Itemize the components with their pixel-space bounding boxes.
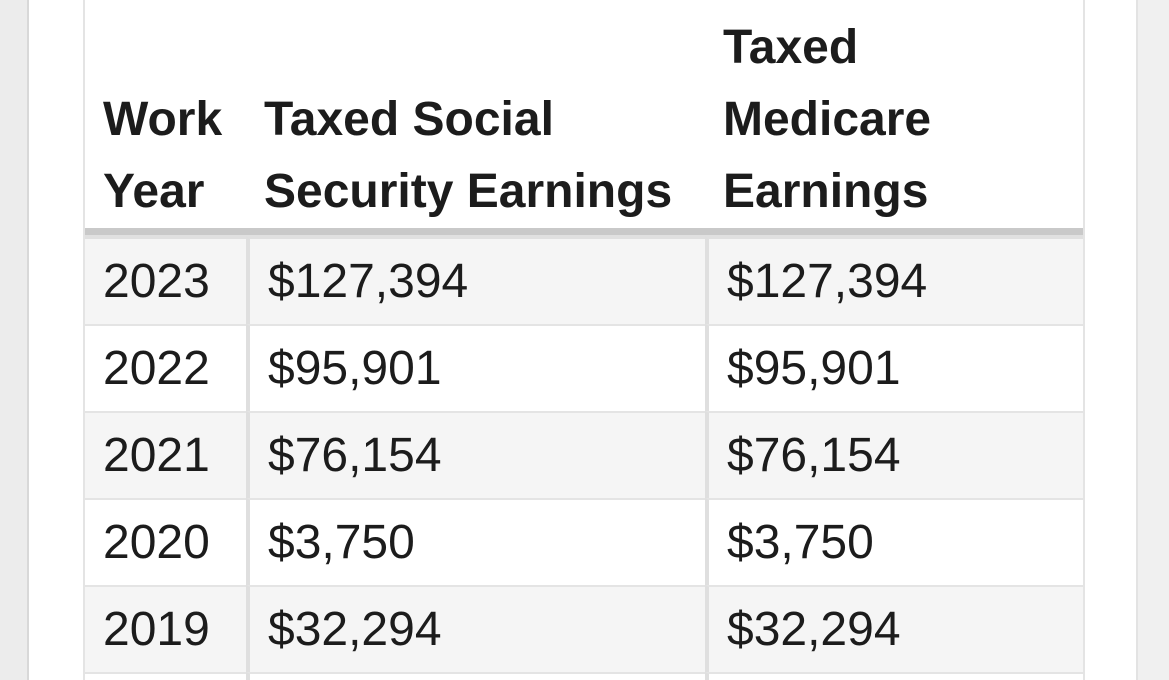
- cell-taxed-medicare-earnings: $76,154: [705, 411, 1083, 498]
- cell-taxed-medicare-earnings: $32,294: [705, 585, 1083, 672]
- table-row-2023: 2023 $127,394 $127,394: [85, 235, 1083, 324]
- table-row-partial: [85, 672, 1083, 680]
- column-header-line: Security Earnings: [264, 165, 673, 218]
- column-header-line: Earnings: [723, 165, 929, 218]
- table-header: Work Year Taxed Social Security Earnings…: [85, 0, 1083, 235]
- column-header-work-year: Work Year: [85, 0, 246, 235]
- table-row-2021: 2021 $76,154 $76,154: [85, 411, 1083, 498]
- cell-taxed-medicare-earnings: $127,394: [705, 235, 1083, 324]
- cell-work-year: 2021: [85, 411, 246, 498]
- cell-work-year: 2022: [85, 324, 246, 411]
- cell-work-year: [85, 672, 246, 680]
- table-header-row: Work Year Taxed Social Security Earnings…: [85, 0, 1083, 235]
- cell-taxed-social-security-earnings: [246, 672, 705, 680]
- column-header-line: Work: [103, 93, 223, 146]
- cell-work-year: 2019: [85, 585, 246, 672]
- cell-work-year: 2020: [85, 498, 246, 585]
- cell-taxed-medicare-earnings: $3,750: [705, 498, 1083, 585]
- cell-taxed-social-security-earnings: $76,154: [246, 411, 705, 498]
- page-gutter-left: [0, 0, 29, 680]
- column-header-line: Medicare: [723, 93, 932, 146]
- table-body: 2023 $127,394 $127,394 2022 $95,901 $95,…: [85, 235, 1083, 680]
- table-row-2020: 2020 $3,750 $3,750: [85, 498, 1083, 585]
- cell-taxed-social-security-earnings: $32,294: [246, 585, 705, 672]
- cell-taxed-medicare-earnings: [705, 672, 1083, 680]
- cell-taxed-social-security-earnings: $127,394: [246, 235, 705, 324]
- cell-taxed-social-security-earnings: $95,901: [246, 324, 705, 411]
- earnings-record-table: Work Year Taxed Social Security Earnings…: [83, 0, 1085, 680]
- cell-work-year: 2023: [85, 235, 246, 324]
- cell-taxed-medicare-earnings: $95,901: [705, 324, 1083, 411]
- page-gutter-right: [1136, 0, 1169, 680]
- column-header-line: Taxed Social: [264, 93, 554, 146]
- earnings-record-section: Work Year Taxed Social Security Earnings…: [83, 0, 1085, 680]
- table-row-2022: 2022 $95,901 $95,901: [85, 324, 1083, 411]
- cell-taxed-social-security-earnings: $3,750: [246, 498, 705, 585]
- column-header-line: Year: [103, 165, 205, 218]
- column-header-taxed-medicare-earnings: Taxed Medicare Earnings: [705, 0, 1083, 235]
- column-header-taxed-social-security-earnings: Taxed Social Security Earnings: [246, 0, 705, 235]
- table-row-2019: 2019 $32,294 $32,294: [85, 585, 1083, 672]
- column-header-line: Taxed: [723, 21, 859, 74]
